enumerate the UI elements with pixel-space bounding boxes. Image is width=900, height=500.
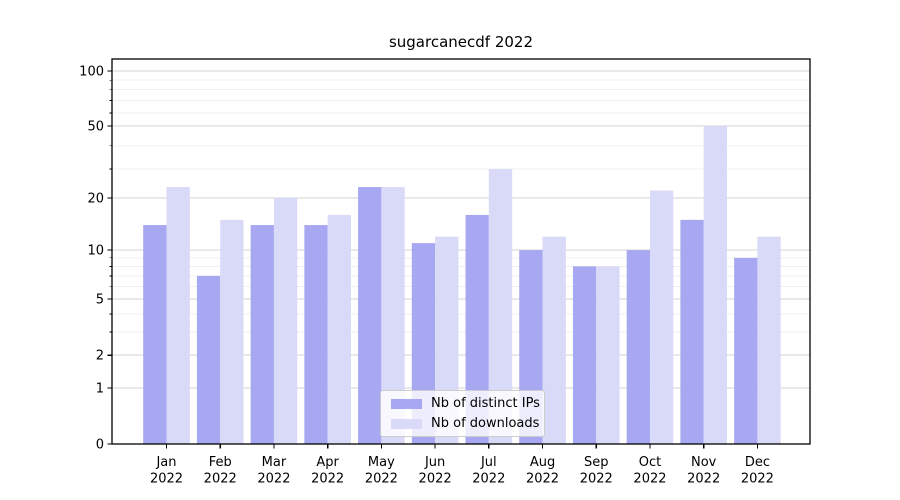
x-tick-label-year: 2022 (526, 472, 559, 487)
axis-tick-labels: 1005020105210Jan2022Feb2022Mar2022Apr202… (79, 64, 774, 486)
bar-ips-mar (250, 225, 274, 444)
x-tick-label-month: Jul (480, 455, 497, 470)
x-tick-label-month: May (368, 455, 395, 470)
bar-downloads-feb (220, 219, 244, 444)
legend-item-downloads: Nb of downloads (391, 416, 544, 431)
bar-downloads-dec (757, 236, 781, 444)
x-tick-label-year: 2022 (257, 472, 290, 487)
chart-title: sugarcanecdf 2022 (388, 33, 534, 51)
bar-ips-may (358, 187, 382, 444)
legend: Nb of distinct IPs Nb of downloads (380, 390, 545, 437)
x-tick-label-month: Sep (584, 455, 609, 470)
y-tick-label: 1 (96, 381, 104, 396)
y-tick-label: 2 (96, 349, 104, 364)
x-tick-label-month: Aug (530, 455, 555, 470)
x-tick-label-year: 2022 (741, 472, 774, 487)
legend-label-downloads: Nb of downloads (431, 416, 540, 431)
bar-downloads-mar (273, 197, 298, 444)
y-tick-label: 5 (96, 293, 104, 308)
bar-downloads-may (381, 187, 405, 444)
x-tick-label-year: 2022 (472, 472, 505, 487)
x-tick-label-year: 2022 (419, 472, 452, 487)
legend-item-distinct-ips: Nb of distinct IPs (391, 396, 544, 411)
y-tick-label: 20 (87, 191, 104, 206)
legend-swatch-downloads (391, 418, 422, 429)
y-tick-label: 50 (87, 120, 104, 135)
x-tick-label-year: 2022 (150, 472, 183, 487)
bar-ips-jul (465, 214, 489, 444)
bar-ips-apr (304, 225, 328, 444)
x-tick-label-year: 2022 (365, 472, 398, 487)
x-tick-label-year: 2022 (633, 472, 666, 487)
bar-downloads-oct (649, 190, 674, 444)
bar-ips-jan (143, 225, 167, 444)
bar-downloads-sep (596, 266, 620, 444)
plot-frame (111, 58, 811, 445)
legend-swatch-ips (391, 398, 422, 409)
axis-ticks (107, 70, 759, 449)
legend-label-distinct-ips: Nb of distinct IPs (431, 396, 540, 411)
bar-ips-oct (626, 250, 650, 444)
x-tick-label-month: Feb (209, 455, 232, 470)
y-tick-label: 10 (87, 244, 104, 259)
x-tick-label-month: Dec (745, 455, 770, 470)
bar-downloads-jan (166, 187, 190, 444)
bar-ips-sep (572, 266, 597, 444)
x-tick-label-year: 2022 (580, 472, 613, 487)
bar-downloads-jul (488, 169, 513, 444)
x-tick-label-year: 2022 (311, 472, 344, 487)
x-tick-label-month: Jun (424, 455, 445, 470)
x-tick-label-year: 2022 (687, 472, 720, 487)
y-tick-label: 0 (96, 438, 104, 453)
bar-downloads-nov (703, 126, 727, 444)
y-tick-label: 100 (79, 64, 104, 79)
x-tick-label-month: Nov (691, 455, 717, 470)
x-tick-label-month: Mar (262, 455, 287, 470)
x-tick-label-year: 2022 (204, 472, 237, 487)
x-tick-label-month: Apr (316, 455, 339, 470)
bar-downloads-aug (542, 236, 566, 444)
bar-ips-nov (680, 219, 704, 444)
x-tick-label-month: Oct (639, 455, 661, 470)
plot-border (111, 58, 811, 445)
bar-downloads-apr (327, 214, 351, 444)
x-tick-label-month: Jan (155, 455, 176, 470)
bar-ips-feb (196, 275, 221, 444)
bar-ips-dec (734, 257, 758, 444)
